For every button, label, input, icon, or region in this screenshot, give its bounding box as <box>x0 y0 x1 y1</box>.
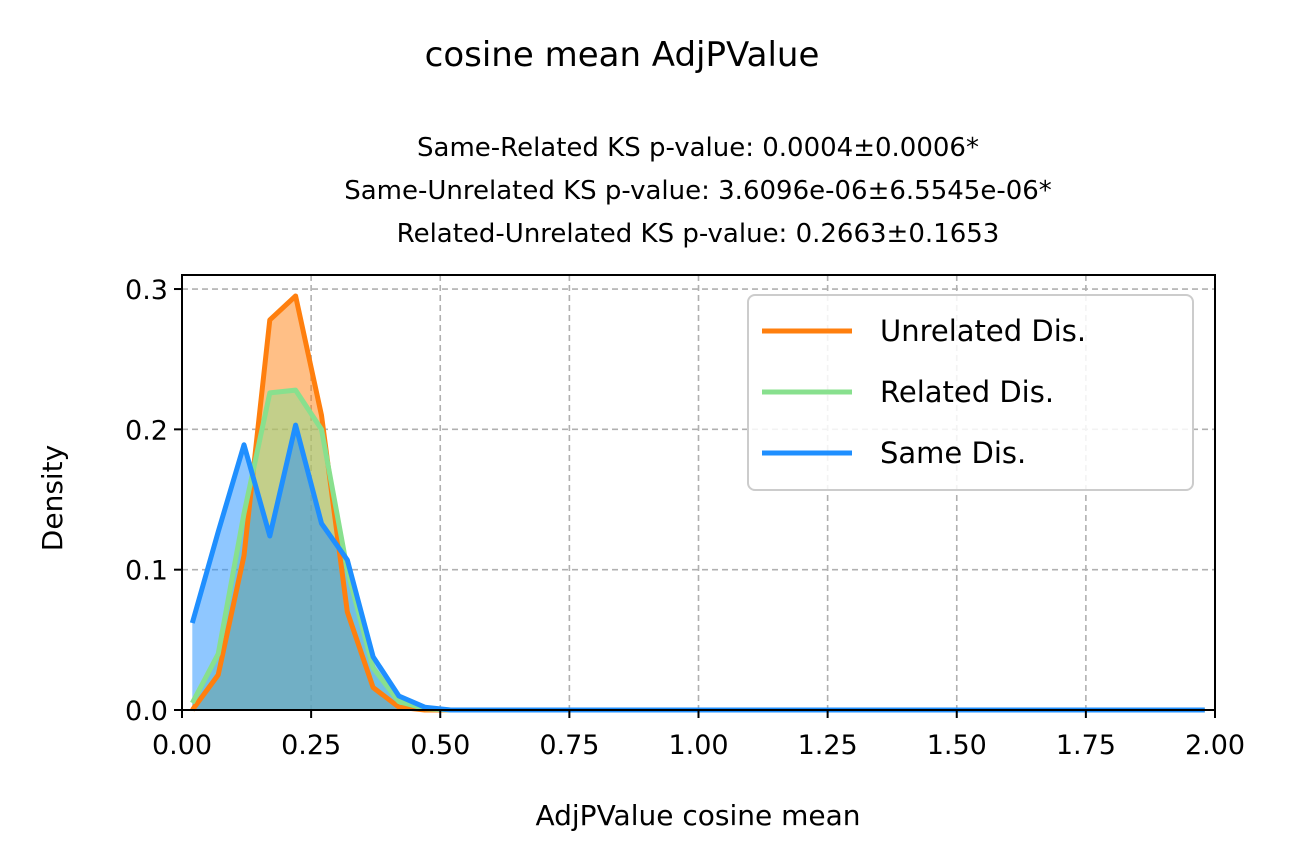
legend: Unrelated Dis. Related Dis. Same Dis. <box>747 294 1194 491</box>
legend-box <box>747 294 1194 491</box>
x-tick-label: 0.50 <box>410 730 470 761</box>
legend-label-0: Unrelated Dis. <box>880 314 1086 348</box>
chart-subtitle-line-3: Related-Unrelated KS p-value: 0.2663±0.1… <box>397 219 1000 249</box>
x-tick-label: 1.25 <box>798 730 858 761</box>
x-tick-label: 2.00 <box>1185 730 1245 761</box>
chart-subtitle-line-1: Same-Related KS p-value: 0.0004±0.0006* <box>417 133 979 163</box>
chart-title: cosine mean AdjPValue <box>425 35 820 75</box>
y-tick-label: 0.0 <box>125 696 168 727</box>
legend-label-1: Related Dis. <box>880 375 1054 409</box>
y-axis-label: Density <box>36 445 69 551</box>
x-axis-ticks: 0.00 0.25 0.50 0.75 1.00 1.25 1.50 1.75 2.00 <box>152 710 1245 761</box>
y-tick-label: 0.2 <box>125 415 168 446</box>
y-axis-ticks: 0.0 0.1 0.2 0.3 <box>125 275 182 727</box>
chart-subtitle-line-2: Same-Unrelated KS p-value: 3.6096e-06±6.… <box>344 176 1052 206</box>
x-tick-label: 1.75 <box>1056 730 1116 761</box>
x-tick-label: 0.00 <box>152 730 212 761</box>
x-tick-label: 0.25 <box>281 730 341 761</box>
x-axis-label: AdjPValue cosine mean <box>535 799 860 832</box>
density-areas <box>192 296 1205 710</box>
legend-label-2: Same Dis. <box>880 436 1026 470</box>
y-tick-label: 0.3 <box>125 275 168 306</box>
x-tick-label: 1.50 <box>927 730 987 761</box>
series-area-2 <box>192 425 1205 710</box>
y-tick-label: 0.1 <box>125 556 168 587</box>
x-tick-label: 0.75 <box>539 730 599 761</box>
x-tick-label: 1.00 <box>668 730 728 761</box>
